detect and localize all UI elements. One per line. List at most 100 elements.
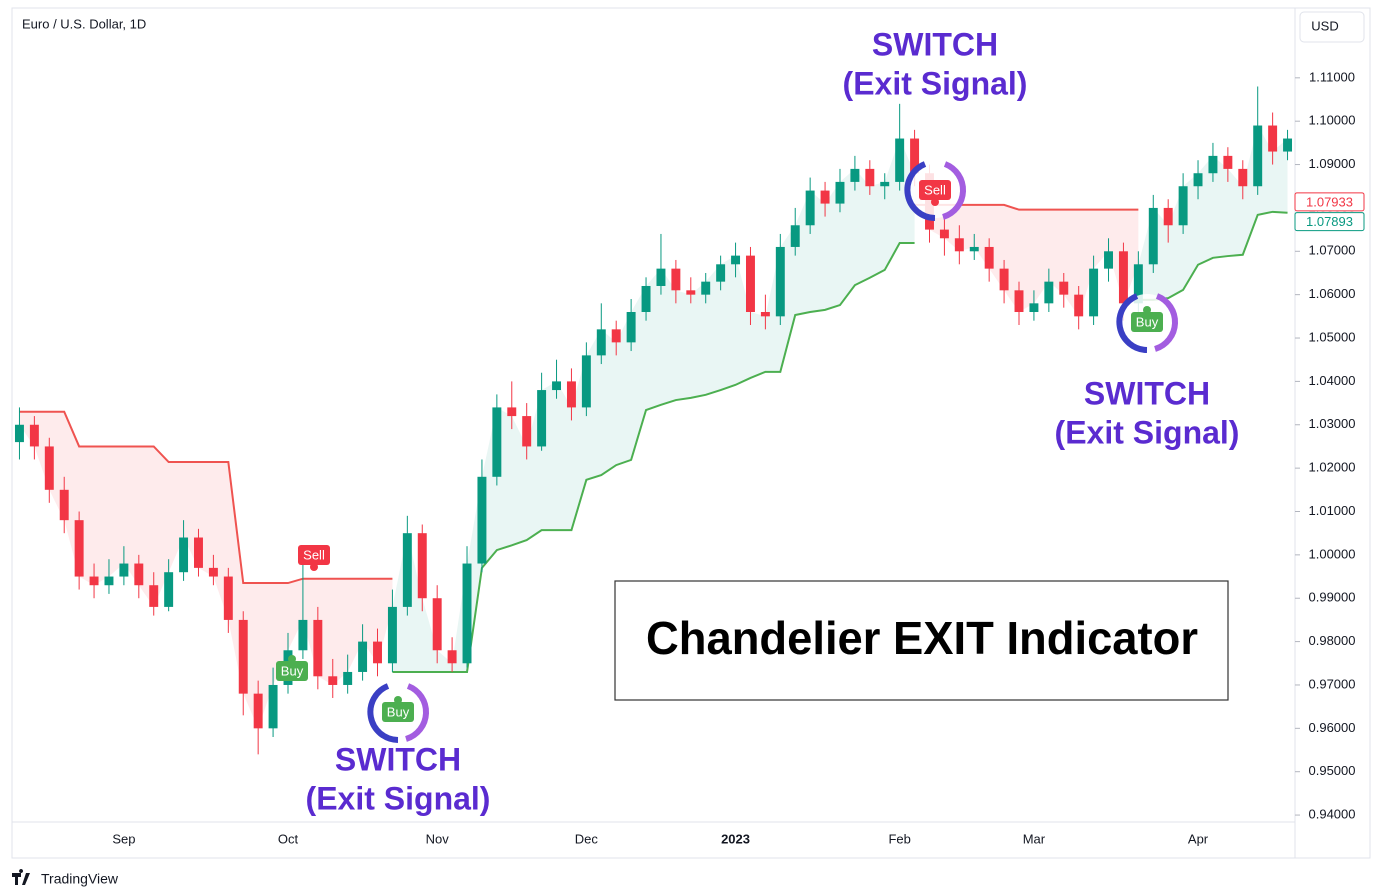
signal-ring — [1116, 293, 1148, 353]
candle-body — [1208, 155, 1218, 174]
candle-body — [208, 567, 218, 577]
candle-body — [477, 476, 487, 564]
stop-fill — [1138, 125, 1288, 300]
currency-label[interactable]: USD — [1311, 18, 1338, 33]
candle-body — [671, 268, 681, 291]
annotation: SWITCH — [872, 26, 998, 62]
candle-body — [790, 225, 800, 247]
candle-body — [119, 563, 129, 577]
candle-body — [1163, 207, 1173, 226]
y-tick-label: 1.06000 — [1309, 286, 1356, 301]
candle-body — [1118, 251, 1128, 304]
y-tick-label: 0.95000 — [1309, 763, 1356, 778]
candle-body — [44, 446, 54, 490]
candle-body — [1283, 138, 1293, 152]
candle-body — [999, 268, 1009, 291]
candle-body — [1268, 125, 1278, 152]
candle-body — [104, 576, 114, 586]
candle-body — [865, 168, 875, 187]
signal-dot — [310, 563, 318, 571]
signal-label: Sell — [303, 547, 325, 562]
candle-body — [731, 255, 741, 265]
signal-badge — [276, 661, 308, 681]
currency-button[interactable] — [1299, 11, 1365, 43]
candle-body — [402, 533, 412, 607]
candle-body — [581, 355, 591, 408]
candle-body — [626, 312, 636, 343]
x-tick-label: Dec — [575, 831, 599, 846]
signal-ring — [404, 683, 429, 742]
signal-dot — [1143, 306, 1151, 314]
candle-body — [298, 619, 308, 651]
candle-body — [820, 190, 830, 204]
candle-body — [179, 537, 189, 573]
signal-ring — [367, 683, 399, 743]
annotation: (Exit Signal) — [306, 780, 491, 816]
candle-body — [910, 138, 920, 174]
candle-body — [880, 181, 890, 187]
y-tick-label: 1.03000 — [1309, 416, 1356, 431]
candle-body — [566, 381, 576, 408]
candle-body — [656, 268, 666, 286]
signal-badge — [298, 545, 330, 565]
candle-body — [507, 407, 517, 417]
chart-title: Euro / U.S. Dollar, 1D — [22, 16, 146, 31]
candle-body — [969, 246, 979, 252]
candle-body — [954, 238, 964, 252]
candle-body — [1014, 290, 1024, 313]
x-tick-label: Feb — [888, 831, 910, 846]
candle-body — [194, 537, 203, 568]
candle-body — [387, 606, 397, 664]
y-tick-label: 1.02000 — [1309, 460, 1356, 475]
candle-body — [462, 563, 472, 664]
y-tick-label: 0.99000 — [1309, 590, 1356, 605]
candle-body — [313, 619, 323, 677]
candle-body — [939, 229, 949, 239]
y-tick-label: 1.09000 — [1309, 156, 1356, 171]
annotation: (Exit Signal) — [843, 65, 1028, 101]
signal-ring — [941, 161, 966, 220]
candle-body — [775, 246, 785, 317]
candle-body — [417, 533, 427, 599]
candle-body — [895, 138, 905, 182]
candle-body — [1104, 251, 1113, 269]
y-tick-label: 1.05000 — [1309, 329, 1356, 344]
indicator-box — [614, 580, 1229, 701]
signal-badge — [919, 180, 951, 200]
y-tick-label: 0.97000 — [1309, 676, 1356, 691]
candle-body — [373, 641, 382, 664]
signal-label: Buy — [1136, 314, 1159, 329]
candle-body — [343, 671, 353, 685]
x-tick-label: Nov — [426, 831, 450, 846]
signal-label: Sell — [924, 182, 946, 197]
y-tick-label: 1.00000 — [1309, 546, 1356, 561]
candle-body — [328, 676, 338, 685]
candle-body — [760, 312, 770, 317]
candle-body — [164, 572, 174, 607]
y-tick-label: 0.98000 — [1309, 633, 1356, 648]
stop-fill — [914, 173, 1139, 317]
candle-body — [253, 693, 263, 729]
candle-body — [358, 641, 368, 672]
candle-body — [850, 168, 860, 182]
y-tick-label: 1.01000 — [1309, 503, 1356, 518]
candle-body — [149, 585, 159, 607]
candle-body — [59, 489, 69, 521]
candle-body — [89, 576, 99, 586]
y-tick-label: 1.07000 — [1309, 243, 1356, 258]
y-tick-label: 0.96000 — [1309, 720, 1356, 735]
brand: TradingView — [12, 869, 119, 887]
signal-ring — [1153, 293, 1178, 352]
candle-body — [716, 264, 726, 282]
signal-label: Buy — [387, 704, 410, 719]
candle-body — [238, 619, 248, 694]
y-tick-label: 1.10000 — [1309, 113, 1356, 128]
indicator-label: Chandelier EXIT Indicator — [646, 612, 1198, 664]
signal-badge — [382, 702, 414, 722]
candle-body — [1029, 303, 1039, 313]
candle-body — [984, 246, 994, 269]
plot-area — [14, 86, 1293, 755]
signal-dot — [394, 696, 402, 704]
price-label: 1.07893 — [1306, 214, 1353, 229]
